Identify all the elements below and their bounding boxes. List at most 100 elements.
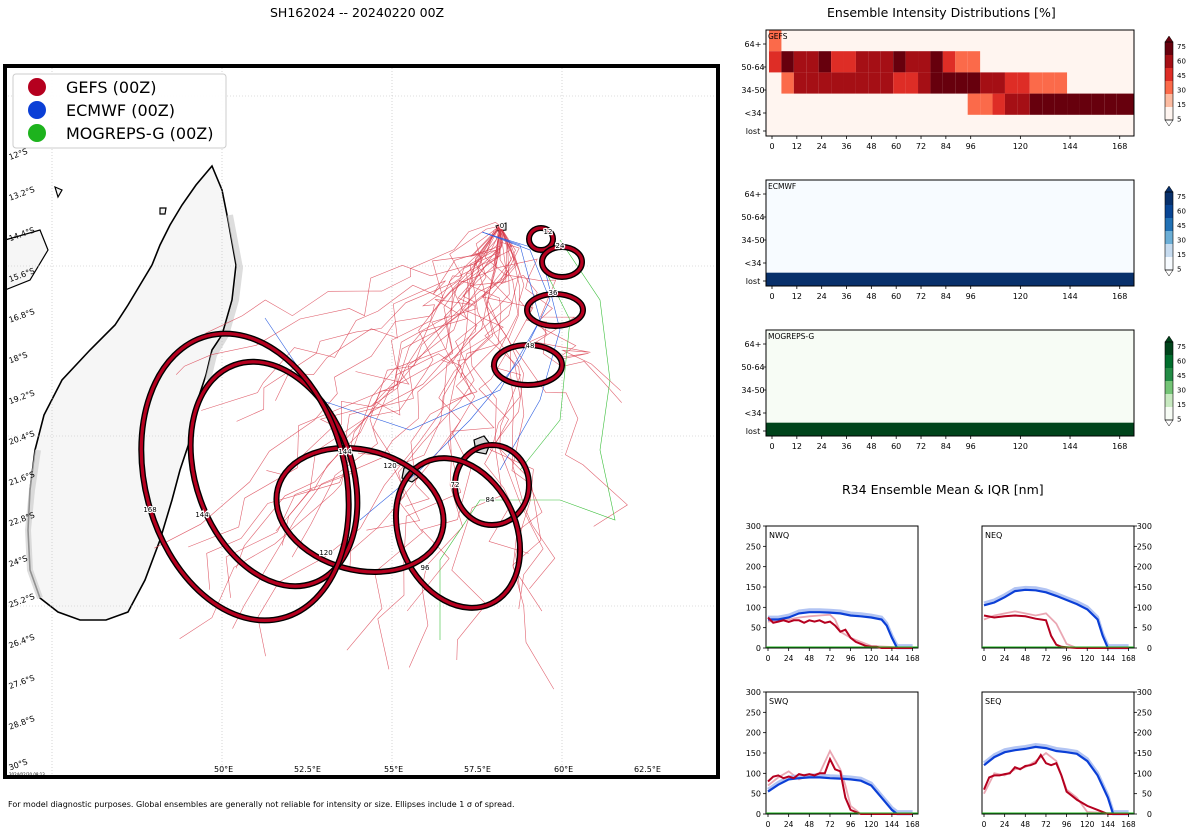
gefs-iqr-line (983, 751, 1129, 815)
y-tick-label: 200 (1137, 729, 1152, 738)
gefs-member-track (366, 225, 501, 531)
intensity-cell (781, 51, 794, 73)
y-tick-label: 300 (746, 688, 761, 697)
forecast-hour-tick: 96 (966, 442, 976, 451)
intensity-cell (893, 72, 906, 94)
y-tick-label: 50 (1142, 790, 1152, 799)
gefs-spread-ellipse (139, 332, 351, 622)
forecast-hour-tick: 36 (841, 142, 851, 151)
map-frame (3, 64, 720, 779)
y-tick-label: 200 (1137, 563, 1152, 572)
intensity-cell (843, 72, 856, 94)
mogreps-member-track (519, 259, 571, 471)
r34-quadrant-panel: SWQ 300 250 200 150 100 50 00 24 48 72 96 120 144 168 (746, 688, 920, 829)
x-tick-label: 168 (1121, 654, 1136, 663)
panel-background (766, 180, 1134, 286)
y-tick-label: 300 (1137, 522, 1152, 531)
ecmwf-mean-line (983, 588, 1129, 650)
gefs-member-track (484, 225, 621, 391)
gefs-member-track (236, 225, 501, 422)
quadrant-label: NEQ (985, 531, 1002, 540)
gefs-member-track (490, 225, 544, 610)
gefs-member-track (349, 225, 510, 571)
colorbar-tick: 5 (1177, 266, 1181, 274)
intensity-category-label: 64+ (745, 340, 762, 349)
gefs-iqr-line (983, 610, 1129, 649)
forecast-hour-tick: 48 (866, 292, 876, 301)
forecast-hour-label: 144 (195, 511, 209, 519)
forecast-hour-tick: 168 (1112, 142, 1127, 151)
intensity-cell (855, 51, 869, 73)
forecast-hour-tick: 72 (916, 442, 926, 451)
forecast-hour-label: 24 (556, 242, 565, 250)
intensity-cell (806, 51, 819, 73)
intensity-cell (818, 51, 832, 73)
colorbar-segment (1165, 381, 1173, 394)
gefs-spread-ellipse (394, 456, 522, 610)
lon-label: 57.5°E (464, 765, 491, 774)
x-tick-label: 96 (1062, 654, 1072, 663)
gefs-legend-marker (28, 78, 46, 96)
y-tick-label: 150 (746, 583, 761, 592)
gefs-mean-line (983, 753, 1129, 815)
lon-label: 60°E (554, 765, 573, 774)
r34-title: R34 Ensemble Mean & IQR [nm] (842, 482, 1044, 497)
gefs-member-track (405, 225, 503, 507)
madagascar-land (27, 164, 237, 621)
gefs-intensity-panel: GEFS 64+ 50-64 34-50 <34 lost 0 12 24 36 48 60 72 84 9… (741, 29, 1186, 151)
lat-label: 19.2°S (8, 388, 36, 406)
gefs-member-track (341, 225, 501, 425)
intensity-cell (967, 51, 981, 73)
intensity-cell (942, 72, 956, 94)
forecast-hour-tick: 24 (817, 142, 827, 151)
x-tick-label: 48 (805, 654, 815, 663)
gefs-member-track (201, 225, 502, 411)
forecast-hour-tick: 24 (817, 442, 827, 451)
gefs-spread-ellipse (540, 245, 584, 279)
intensity-category-label: lost (746, 427, 760, 436)
intensity-category-label: 64+ (745, 190, 762, 199)
intensity-cell (843, 51, 856, 73)
intensity-cell (793, 51, 807, 73)
intensity-cell (766, 272, 1134, 286)
panel-frame (765, 525, 919, 649)
forecast-hour-tick: 0 (769, 292, 774, 301)
colorbar-tick: 15 (1177, 101, 1186, 109)
x-tick-label: 48 (1021, 654, 1031, 663)
gefs-member-track (291, 225, 516, 558)
intensity-category-label: 50-64 (741, 213, 764, 222)
gefs-mean-line (983, 614, 1129, 649)
panel-background (766, 330, 1134, 436)
colorbar-extend (1164, 335, 1174, 343)
lat-label: 20.4°S (8, 429, 36, 447)
y-tick-label: 250 (746, 708, 761, 717)
x-tick-label: 72 (1041, 654, 1051, 663)
intensity-category-label: <34 (745, 259, 762, 268)
forecast-hour-tick: 84 (941, 292, 951, 301)
y-tick-label: 100 (1137, 769, 1152, 778)
intensity-panels: GEFS 64+ 50-64 34-50 <34 lost 0 12 24 36 48 60 72 84 9… (741, 29, 1186, 451)
gefs-member-track (484, 225, 555, 690)
forecast-hour-tick: 36 (841, 442, 851, 451)
forecast-hour-tick: 84 (941, 442, 951, 451)
colorbar-tick: 45 (1177, 222, 1186, 230)
colorbar-segment (1165, 42, 1173, 55)
r34-quadrant-panel: SEQ 300 250 200 150 100 50 0 0 24 48 72 96 120 144 168 (981, 688, 1152, 829)
colorbar-tick: 45 (1177, 72, 1186, 80)
x-tick-label: 24 (1000, 820, 1010, 829)
intensity-cell (1017, 72, 1030, 94)
colorbar-extend (1164, 185, 1174, 193)
intensity-cell (1029, 93, 1043, 115)
forecast-hour-tick: 0 (769, 142, 774, 151)
quadrant-label: SWQ (769, 697, 788, 706)
lon-label: 55°E (384, 765, 403, 774)
intensity-cell (930, 72, 943, 94)
lat-label: 30°S (8, 757, 29, 772)
ecmwf-mean-line (767, 776, 913, 816)
y-tick-label: 100 (1137, 603, 1152, 612)
intensity-cell (918, 51, 931, 73)
x-tick-label: 120 (1080, 820, 1095, 829)
forecast-hour-tick: 24 (817, 292, 827, 301)
intensity-cell (880, 51, 894, 73)
intensity-cell (918, 72, 931, 94)
